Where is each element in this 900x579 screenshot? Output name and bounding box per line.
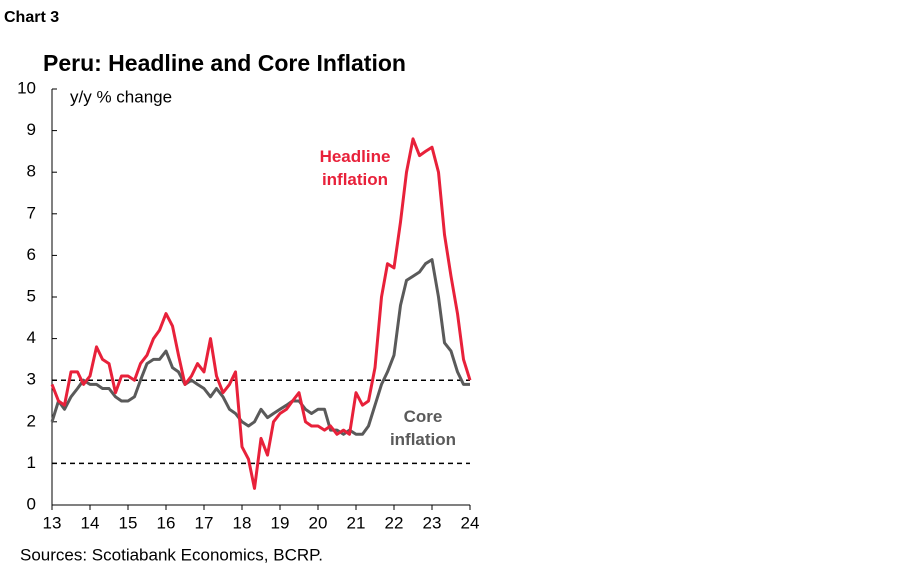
x-tick-label: 18 bbox=[233, 513, 252, 532]
y-tick-label: 8 bbox=[27, 162, 36, 181]
source: Sources: Scotiabank Economics, BCRP. bbox=[20, 545, 323, 564]
x-tick-label: 21 bbox=[347, 513, 366, 532]
x-tick-label: 16 bbox=[157, 513, 176, 532]
x-tick-label: 15 bbox=[119, 513, 138, 532]
series-line bbox=[50, 137, 472, 490]
y-tick-label: 5 bbox=[27, 286, 36, 305]
x-tick-label: 13 bbox=[43, 513, 62, 532]
x-tick-label: 24 bbox=[461, 513, 480, 532]
chart-label: Chart 3 bbox=[4, 9, 59, 26]
y-tick-label: 9 bbox=[27, 120, 36, 139]
core-annotation: Core inflation bbox=[389, 407, 457, 449]
series-line bbox=[50, 258, 470, 436]
x-tick-label: 17 bbox=[195, 513, 214, 532]
x-tick-label: 20 bbox=[309, 513, 328, 532]
y-tick-label: 4 bbox=[27, 328, 36, 347]
y-tick-label: 0 bbox=[27, 494, 36, 513]
y-tick-label: 7 bbox=[27, 203, 36, 222]
x-tick-label: 22 bbox=[385, 513, 404, 532]
chart-title: Peru: Headline and Core Inflation bbox=[43, 50, 406, 76]
x-tick-label: 14 bbox=[81, 513, 100, 532]
x-tick-label: 19 bbox=[271, 513, 290, 532]
y-tick-label: 2 bbox=[27, 411, 36, 430]
y-tick-label: 1 bbox=[27, 453, 36, 472]
y-tick-label: 6 bbox=[27, 245, 36, 264]
y-tick-label: 3 bbox=[27, 370, 36, 389]
headline-annotation: Headline inflation bbox=[319, 147, 391, 189]
y-axis-label: y/y % change bbox=[70, 87, 172, 106]
x-tick-label: 23 bbox=[423, 513, 442, 532]
y-tick-label: 10 bbox=[17, 78, 36, 97]
